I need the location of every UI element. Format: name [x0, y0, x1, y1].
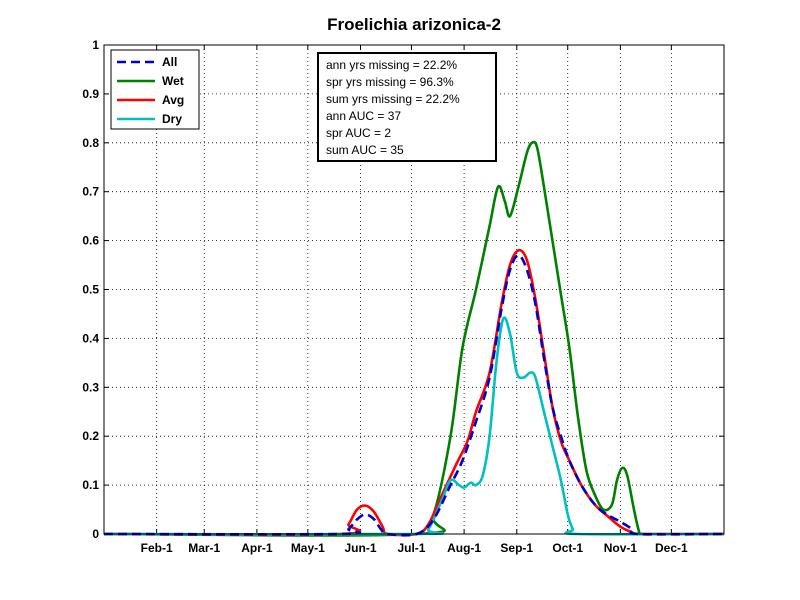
x-tick-label: Dec-1 — [655, 541, 688, 555]
x-tick-label: Oct-1 — [552, 541, 583, 555]
y-tick-label: 0.5 — [82, 283, 99, 297]
y-tick-label: 0.6 — [82, 234, 99, 248]
y-tick-label: 0.3 — [82, 380, 99, 394]
series-lines — [103, 140, 725, 537]
x-tick-label: Jul-1 — [397, 541, 425, 555]
x-tick-label: Mar-1 — [188, 541, 220, 555]
y-tick-label: 1 — [92, 38, 99, 52]
stats-line: spr AUC = 2 — [326, 126, 391, 140]
stats-line: spr yrs missing = 96.3% — [326, 75, 454, 89]
y-tick-label: 0.1 — [82, 478, 99, 492]
y-axis-ticks: 0 0.1 0.2 0.3 0.4 0.5 0.6 0.7 0.8 0.9 1 — [82, 38, 724, 541]
x-tick-label: Aug-1 — [447, 541, 481, 555]
stats-box-frame — [317, 52, 497, 162]
plot-frame — [103, 44, 725, 535]
gridlines — [104, 45, 724, 534]
stats-line: ann yrs missing = 22.2% — [326, 58, 457, 72]
series-line-dry — [103, 316, 725, 536]
legend-label-all: All — [162, 55, 177, 69]
series-line-all — [103, 253, 725, 537]
legend-label-dry: Dry — [162, 112, 182, 126]
x-tick-label: Apr-1 — [241, 541, 273, 555]
x-tick-label: Feb-1 — [141, 541, 173, 555]
stats-line: sum AUC = 35 — [326, 143, 404, 157]
legend-label-avg: Avg — [162, 93, 184, 107]
x-tick-label: Jun-1 — [344, 541, 376, 555]
y-tick-label: 0.7 — [82, 185, 99, 199]
chart-title: Froelichia arizonica-2 — [327, 15, 501, 34]
legend: All Wet Avg Dry — [110, 49, 200, 130]
y-tick-label: 0.4 — [82, 331, 99, 345]
y-tick-label: 0.8 — [82, 136, 99, 150]
stats-line: sum yrs missing = 22.2% — [326, 92, 460, 106]
y-tick-label: 0.9 — [82, 87, 99, 101]
series-line-wet — [103, 140, 725, 537]
x-tick-label: Sep-1 — [500, 541, 533, 555]
y-tick-label: 0 — [92, 527, 99, 541]
legend-label-wet: Wet — [162, 74, 184, 88]
stats-box: ann yrs missing = 22.2% spr yrs missing =… — [317, 52, 497, 162]
x-tick-label: May-1 — [291, 541, 325, 555]
x-axis-ticks: Feb-1 Mar-1 Apr-1 May-1 Jun-1 Jul-1 Aug-1 Sep-1… — [141, 45, 688, 555]
x-tick-label: Nov-1 — [604, 541, 638, 555]
stats-line: ann AUC = 37 — [326, 109, 401, 123]
y-tick-label: 0.2 — [82, 429, 99, 443]
